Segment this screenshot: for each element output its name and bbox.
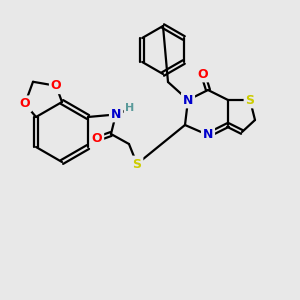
- Text: S: S: [133, 158, 142, 170]
- Text: H: H: [125, 103, 135, 113]
- Text: O: O: [92, 133, 102, 146]
- Text: O: O: [51, 79, 62, 92]
- Text: N: N: [183, 94, 193, 106]
- Text: N: N: [111, 107, 121, 121]
- Text: N: N: [203, 128, 213, 142]
- Text: O: O: [20, 97, 30, 110]
- Text: S: S: [245, 94, 254, 106]
- Text: O: O: [198, 68, 208, 80]
